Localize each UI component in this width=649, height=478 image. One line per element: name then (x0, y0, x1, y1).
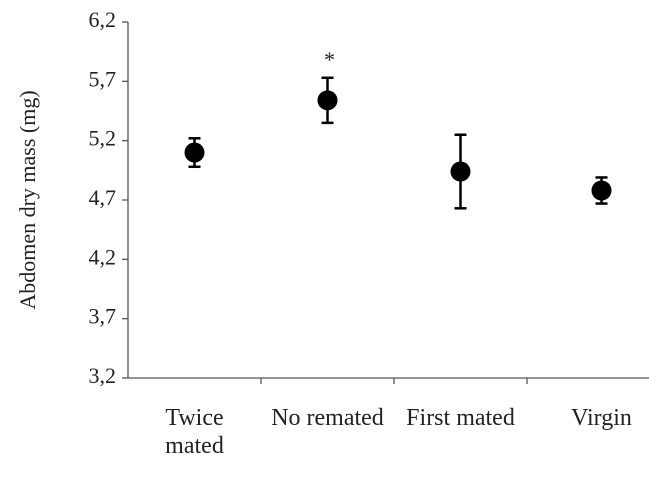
x-tick-label: No remated (271, 405, 384, 431)
dot (591, 180, 612, 201)
y-tick-label: 4,7 (89, 185, 117, 210)
y-tick-label: 4,2 (89, 244, 117, 269)
y-tick-label: 5,7 (89, 66, 117, 91)
dot (317, 90, 338, 111)
x-tick-label: First mated (406, 405, 515, 431)
dot (184, 142, 205, 163)
x-tick-label: Virgin (571, 405, 632, 431)
x-tick-label: Twice mated (165, 405, 224, 459)
dot (450, 161, 471, 182)
y-tick-label: 3,7 (89, 304, 117, 329)
annotation: * (324, 47, 335, 72)
y-tick-label: 5,2 (89, 126, 117, 151)
y-tick-label: 3,2 (89, 363, 117, 388)
y-tick-label: 6,2 (89, 7, 117, 32)
y-axis-label: Abdomen dry mass (mg) (15, 90, 40, 309)
